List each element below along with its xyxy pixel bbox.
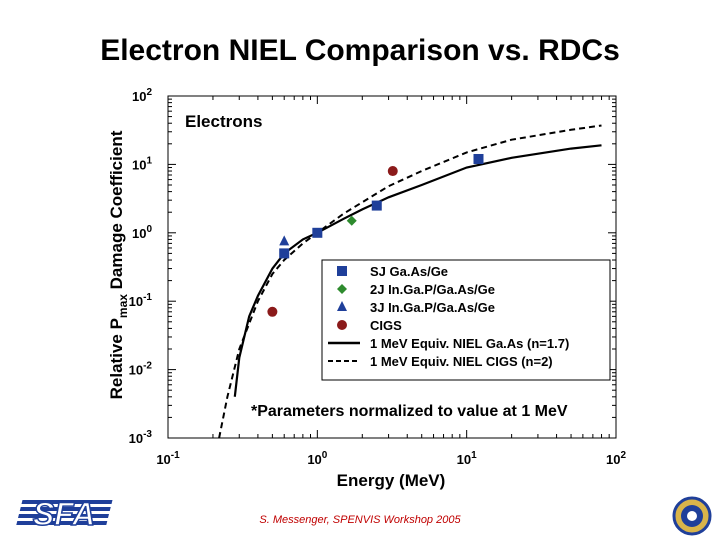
y-tick-label: 102 <box>132 87 152 104</box>
legend-label: SJ Ga.As/Ge <box>370 264 448 279</box>
data-point-square <box>312 227 323 238</box>
legend-marker-triangle <box>337 301 347 311</box>
navy-seal-icon <box>672 496 712 536</box>
series-line-1 <box>218 124 602 439</box>
x-tick-label: 102 <box>606 450 626 467</box>
chart-title: Electrons <box>185 112 262 131</box>
footer-credit: S. Messenger, SPENVIS Workshop 2005 <box>259 514 461 526</box>
x-tick-label: 101 <box>457 450 477 467</box>
y-tick-label: 100 <box>132 224 152 241</box>
legend-box <box>321 259 611 381</box>
sfa-logo-text: SFA <box>33 496 95 530</box>
x-tick-label: 100 <box>307 450 327 467</box>
slide-title: Electron NIEL Comparison vs. RDCs <box>100 34 620 67</box>
legend-label: 2J In.Ga.P/Ga.As/Ge <box>370 282 495 297</box>
legend-label: 1 MeV Equiv. NIEL Ga.As (n=1.7) <box>370 336 569 351</box>
legend-marker-diamond <box>337 284 347 294</box>
legend-label: 3J In.Ga.P/Ga.As/Ge <box>370 300 495 315</box>
data-point-square <box>279 248 290 259</box>
x-axis-label: Energy (MeV) <box>337 471 446 490</box>
y-tick-label: 10-1 <box>129 292 153 309</box>
sfa-logo: SFA <box>16 495 113 530</box>
legend: SJ Ga.As/Ge 2J In.Ga.P/Ga.As/Ge 3J In.Ga.P… <box>321 259 611 381</box>
legend-marker-square <box>337 266 347 276</box>
data-point-circle <box>267 306 278 317</box>
y-tick-label: 101 <box>132 155 152 172</box>
y-axis-label: Relative Pmax Damage Coefficient <box>107 130 130 399</box>
data-point-diamond <box>346 215 357 226</box>
x-tick-label: 10-1 <box>156 450 180 467</box>
data-point-circle <box>387 166 398 177</box>
plot-area: 10-1 100 101 102 102 101 100 10-1 10-2 10-3 <box>129 87 627 467</box>
y-tick-label: 10-2 <box>129 361 153 378</box>
plot-frame <box>167 95 617 439</box>
svg-text:Relative Pmax Damage Coefficie: Relative Pmax Damage Coefficient <box>107 130 130 399</box>
legend-label: 1 MeV Equiv. NIEL CIGS (n=2) <box>370 354 553 369</box>
y-tick-label: 10-3 <box>129 429 153 446</box>
legend-label: CIGS <box>370 318 402 333</box>
chart-annotation: *Parameters normalized to value at 1 MeV <box>251 403 568 420</box>
data-point-square <box>371 200 382 211</box>
data-point-square <box>473 153 484 164</box>
data-point-triangle <box>279 235 290 246</box>
series-line-0 <box>233 144 602 397</box>
legend-marker-circle <box>337 320 347 330</box>
